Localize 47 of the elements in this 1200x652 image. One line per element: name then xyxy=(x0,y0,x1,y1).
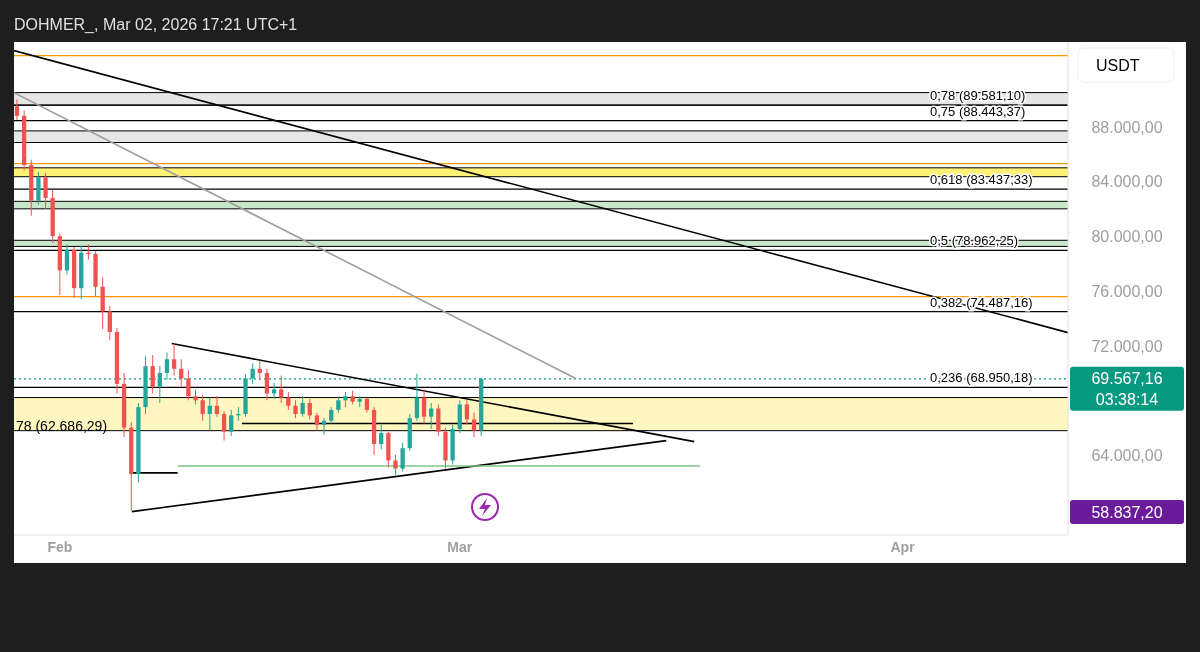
y-tick-label: 88.000,00 xyxy=(1091,118,1163,136)
ref-line-label: 0,75 (88.443,37) xyxy=(930,103,1026,119)
text: 03:38:14 xyxy=(1095,390,1159,408)
y-axis-title: USDT xyxy=(1096,57,1140,74)
candlestick xyxy=(229,409,234,437)
y-tick-label: 80.000,00 xyxy=(1091,228,1163,246)
chart-title: DOHMER_, Mar 02, 2026 17:21 UTC+1 xyxy=(14,16,298,34)
candlestick xyxy=(150,354,155,394)
candlestick xyxy=(200,394,205,422)
candlestick xyxy=(64,243,70,275)
candlestick xyxy=(43,172,48,210)
candlestick xyxy=(207,397,212,431)
y-tick-label: 76.000,00 xyxy=(1091,282,1163,300)
candlestick xyxy=(171,343,177,377)
annotation: 78 (62.686,29) xyxy=(16,417,108,434)
candlestick xyxy=(464,399,470,426)
ref-line-label: 0,618 (83.437,33) xyxy=(930,172,1033,188)
x-tick-label: Apr xyxy=(890,539,916,555)
candlestick xyxy=(157,365,162,404)
ref-line-label: 69.567,16 xyxy=(1091,369,1163,387)
candlestick xyxy=(393,454,398,477)
candlestick xyxy=(429,402,434,430)
candlestick xyxy=(414,373,420,422)
text: 58.837,20 xyxy=(1091,504,1163,521)
candlestick xyxy=(186,369,191,401)
y-tick-label: 84.000,00 xyxy=(1091,173,1163,191)
y-tick-label: 64.000,00 xyxy=(1091,447,1163,464)
candlestick xyxy=(436,403,441,437)
ref-line-label: 0,236 (68.950,18) xyxy=(930,370,1033,386)
x-tick-label: Feb xyxy=(47,539,73,555)
candlestick xyxy=(400,442,405,472)
candlestick xyxy=(264,368,270,401)
candlestick xyxy=(214,395,220,418)
ref-line-label: 0,78 (89.581,10) xyxy=(930,88,1026,104)
x-tick-label: Mar xyxy=(447,539,473,555)
candlestick xyxy=(379,424,384,451)
candlestick xyxy=(14,98,20,121)
candlestick xyxy=(421,388,427,425)
candlestick xyxy=(36,171,41,206)
candlestick xyxy=(279,375,284,404)
candlestick xyxy=(300,395,305,418)
candlestick xyxy=(164,351,170,381)
y-tick-label: 72.000,00 xyxy=(1091,337,1163,355)
candlestick xyxy=(221,410,227,442)
candlestick xyxy=(307,398,312,420)
candlestick xyxy=(107,305,112,341)
candlestick xyxy=(471,412,477,438)
